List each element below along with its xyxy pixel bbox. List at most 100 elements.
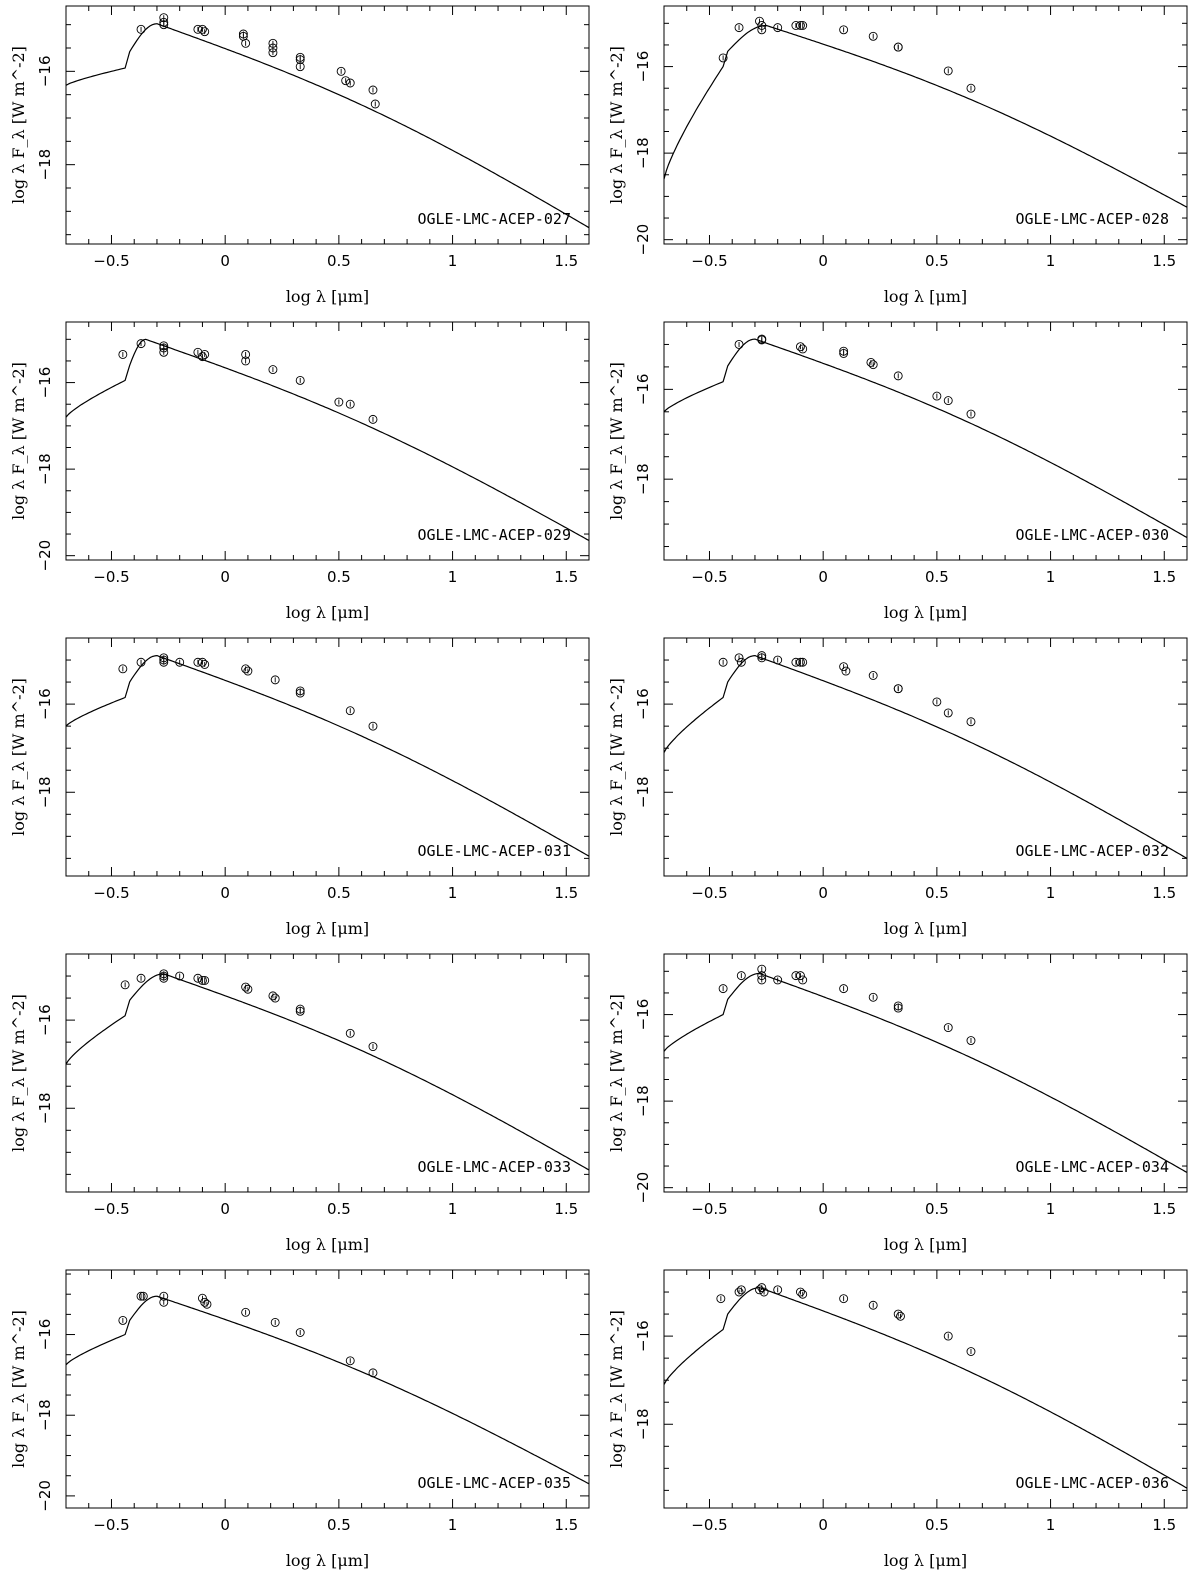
- model-sed-curve: [65, 338, 590, 542]
- y-axis-label: log λ F_λ [W m^-2]: [9, 1310, 28, 1468]
- y-tick-label: −18: [36, 1092, 54, 1124]
- y-tick-label: −18: [634, 1085, 652, 1117]
- photometry-point: [241, 38, 251, 48]
- photometry-point: [159, 347, 169, 357]
- x-tick-label: 1.5: [1152, 1516, 1176, 1534]
- photometry-point: [370, 99, 380, 109]
- photometry-point: [868, 360, 878, 370]
- photometry-point: [755, 1285, 764, 1295]
- plot-frame: [663, 5, 1188, 245]
- photometry-point: [175, 971, 185, 981]
- plot-frame: [65, 5, 590, 245]
- photometry-point: [243, 984, 253, 994]
- x-tick-label: 1: [448, 1516, 458, 1534]
- photometry-point: [159, 657, 169, 667]
- photometry-point: [295, 688, 305, 698]
- photometry-point: [757, 335, 767, 345]
- plot-frame: [65, 1269, 590, 1509]
- photometry-point: [368, 1042, 378, 1052]
- photometry-point: [839, 984, 849, 994]
- photometry-point: [943, 1023, 953, 1033]
- photometry-point: [345, 1356, 355, 1366]
- x-tick-label: 0.5: [327, 1200, 351, 1218]
- photometry-point: [966, 717, 976, 727]
- photometry-point: [241, 664, 251, 674]
- x-tick-label: 0: [220, 1200, 230, 1218]
- photometry-point: [966, 409, 976, 419]
- x-tick-label: 0.5: [925, 252, 949, 270]
- photometry-point: [718, 53, 728, 63]
- x-tick-label: 0.5: [925, 1516, 949, 1534]
- y-tick-label: −16: [36, 367, 54, 399]
- photometry-point: [159, 20, 169, 30]
- photometry-point: [295, 62, 305, 72]
- photometry-point: [718, 984, 728, 994]
- photometry-point: [868, 31, 878, 41]
- photometry-point: [118, 664, 128, 674]
- photometry-point: [755, 16, 764, 26]
- sed-panel-036: −0.5 0 0.5 1 1.5 −18 −16 log λ [μm] log λ F_λ [W…: [598, 1264, 1198, 1580]
- photometry-point: [716, 1294, 726, 1304]
- photometry-point: [336, 66, 346, 76]
- x-tick-label: 0.5: [925, 884, 949, 902]
- y-tick-label: −20: [634, 224, 652, 256]
- model-sed-curve: [65, 973, 590, 1171]
- photometry-point: [136, 657, 146, 667]
- photometry-point: [839, 1294, 849, 1304]
- photometry-point: [893, 42, 903, 52]
- sed-plot: −0.5 0 0.5 1 1.5 −18 −16 log λ [μm] log λ F_λ [W…: [607, 637, 1188, 938]
- y-axis-label: log λ F_λ [W m^-2]: [9, 678, 28, 836]
- star-name-label: OGLE-LMC-ACEP-030: [1015, 526, 1169, 544]
- x-axis-label: log λ [μm]: [286, 287, 369, 306]
- photometry-point: [791, 971, 801, 981]
- photometry-point: [200, 27, 210, 37]
- photometry-point: [295, 1328, 305, 1337]
- star-name-label: OGLE-LMC-ACEP-036: [1015, 1474, 1169, 1492]
- sed-plot: −0.5 0 0.5 1 1.5 −20 −18 −16 log λ [μm] log λ F_λ…: [607, 5, 1188, 306]
- x-tick-label: −0.5: [691, 884, 727, 902]
- model-sed-curve: [663, 655, 1188, 859]
- y-tick-label: −16: [634, 1320, 652, 1352]
- photometry-point: [734, 653, 744, 663]
- photometry-point: [943, 708, 953, 718]
- photometry-point: [175, 657, 185, 667]
- photometry-point: [893, 371, 903, 381]
- photometry-point: [791, 657, 801, 667]
- star-name-label: OGLE-LMC-ACEP-031: [417, 842, 571, 860]
- photometry-point: [197, 24, 207, 34]
- plot-frame: [65, 637, 590, 877]
- x-tick-label: 0.5: [327, 568, 351, 586]
- y-tick-label: −16: [36, 1004, 54, 1036]
- star-name-label: OGLE-LMC-ACEP-033: [417, 1158, 571, 1176]
- x-tick-label: 0.5: [925, 1200, 949, 1218]
- x-axis-label: log λ [μm]: [884, 603, 967, 622]
- y-axis-label: log λ F_λ [W m^-2]: [607, 678, 626, 836]
- x-tick-label: 0: [818, 252, 828, 270]
- photometry-point: [268, 365, 278, 375]
- photometry-point: [943, 66, 953, 76]
- x-tick-label: −0.5: [691, 568, 727, 586]
- photometry-point: [118, 1315, 128, 1325]
- photometry-point: [197, 352, 207, 362]
- x-tick-label: 0: [220, 1516, 230, 1534]
- photometry-point: [202, 1299, 212, 1309]
- y-tick-label: −20: [634, 1172, 652, 1204]
- x-tick-label: 1: [1046, 1516, 1056, 1534]
- sed-panel-028: −0.5 0 0.5 1 1.5 −20 −18 −16 log λ [μm] log λ F_λ…: [598, 0, 1198, 316]
- photometry-point: [270, 675, 280, 685]
- x-tick-label: 1.5: [554, 252, 578, 270]
- y-tick-label: −16: [634, 374, 652, 406]
- x-tick-label: 0: [818, 1516, 828, 1534]
- photometry-point: [773, 975, 783, 985]
- photometry-point: [334, 397, 344, 407]
- y-tick-label: −18: [634, 463, 652, 495]
- x-tick-label: 1: [1046, 568, 1056, 586]
- x-tick-label: 1.5: [554, 1200, 578, 1218]
- y-tick-label: −16: [634, 999, 652, 1031]
- photometry-point: [270, 993, 280, 1003]
- photometry-point: [966, 1347, 976, 1356]
- sed-plot: −0.5 0 0.5 1 1.5 −20 −18 −16 log λ [μm] log λ F_λ…: [607, 953, 1188, 1254]
- star-name-label: OGLE-LMC-ACEP-029: [417, 526, 571, 544]
- photometry-point: [893, 684, 903, 694]
- photometry-point: [295, 55, 305, 65]
